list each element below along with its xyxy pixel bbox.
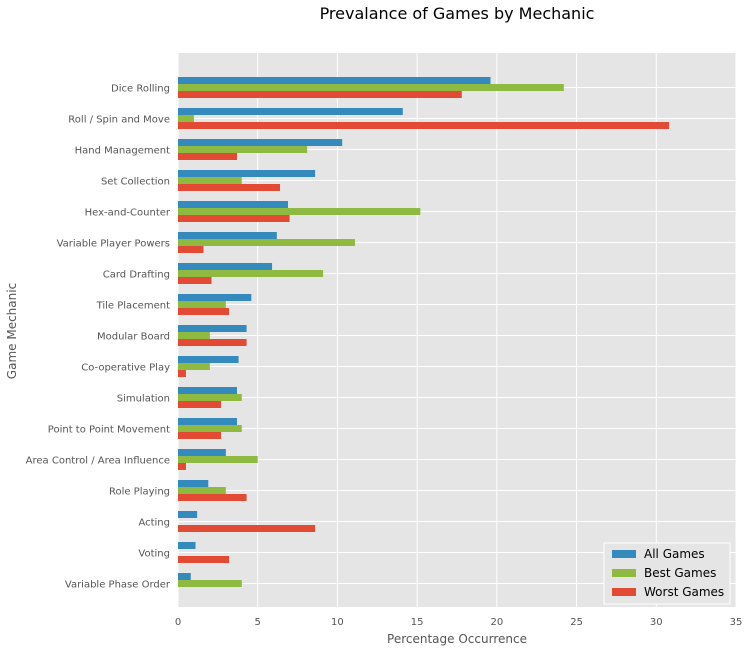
x-tick-label: 20 <box>490 617 503 628</box>
bar-all-games <box>178 201 289 208</box>
bar-best-games <box>178 332 210 339</box>
y-tick-label: Set Collection <box>101 177 170 188</box>
bar-best-games <box>178 301 226 308</box>
y-tick-label: Variable Phase Order <box>65 580 171 591</box>
x-tick-label: 25 <box>570 617 583 628</box>
bar-best-games <box>178 487 226 494</box>
x-tick-label: 0 <box>175 617 181 628</box>
bar-best-games <box>178 270 324 277</box>
y-tick-label: Role Playing <box>109 487 170 498</box>
legend-label: All Games <box>644 547 705 561</box>
bar-all-games <box>178 294 252 301</box>
bar-all-games <box>178 573 191 580</box>
bar-best-games <box>178 177 242 184</box>
bars <box>178 77 670 587</box>
bar-all-games <box>178 418 237 425</box>
legend-swatch <box>612 550 636 558</box>
bar-worst-games <box>178 401 222 408</box>
bar-worst-games <box>178 122 670 129</box>
bar-best-games <box>178 208 421 215</box>
y-tick-label: Hand Management <box>75 146 170 157</box>
x-tick-label: 5 <box>255 617 261 628</box>
legend-label: Best Games <box>644 566 716 580</box>
x-tick-label: 10 <box>331 617 344 628</box>
x-tick-label: 30 <box>650 617 663 628</box>
y-tick-label: Simulation <box>117 394 170 405</box>
bar-worst-games <box>178 91 462 98</box>
bar-worst-games <box>178 432 222 439</box>
x-tick-labels: 0 5 10 15 20 25 30 35 <box>175 617 743 628</box>
y-tick-label: Tile Placement <box>96 301 171 312</box>
y-tick-label: Voting <box>138 549 170 560</box>
y-tick-label: Point to Point Movement <box>48 425 170 436</box>
bar-all-games <box>178 356 239 363</box>
bar-all-games <box>178 263 273 270</box>
y-axis-title: Game Mechanic <box>5 283 19 379</box>
bar-best-games <box>178 456 258 463</box>
bar-all-games <box>178 108 403 115</box>
bar-best-games <box>178 363 210 370</box>
bar-worst-games <box>178 525 316 532</box>
y-tick-labels: Dice Rolling Roll / Spin and Move Hand Man… <box>26 84 171 591</box>
bar-best-games <box>178 115 194 122</box>
bar-all-games <box>178 542 196 549</box>
bar-worst-games <box>178 246 204 253</box>
bar-all-games <box>178 232 277 239</box>
y-tick-label: Roll / Spin and Move <box>68 115 170 126</box>
bar-worst-games <box>178 184 281 191</box>
bar-worst-games <box>178 494 247 501</box>
legend: All Games Best Games Worst Games <box>603 542 731 605</box>
bar-worst-games <box>178 215 290 222</box>
bar-all-games <box>178 480 209 487</box>
bar-all-games <box>178 139 343 146</box>
legend-swatch <box>612 588 636 596</box>
plot-area <box>178 53 736 607</box>
bar-worst-games <box>178 556 230 563</box>
bar-all-games <box>178 511 198 518</box>
bar-worst-games <box>178 370 186 377</box>
x-tick-label: 15 <box>411 617 424 628</box>
chart-title: Prevalance of Games by Mechanic <box>320 4 595 23</box>
y-tick-label: Hex-and-Counter <box>85 208 171 219</box>
y-tick-label: Area Control / Area Influence <box>26 456 170 467</box>
bar-all-games <box>178 77 491 84</box>
y-tick-label: Co-operative Play <box>81 363 170 374</box>
bar-best-games <box>178 394 242 401</box>
legend-swatch <box>612 569 636 577</box>
y-tick-label: Dice Rolling <box>111 84 170 95</box>
bar-all-games <box>178 449 226 456</box>
x-tick-label: 35 <box>730 617 743 628</box>
bar-worst-games <box>178 277 212 284</box>
bar-best-games <box>178 425 242 432</box>
bar-all-games <box>178 170 316 177</box>
bar-worst-games <box>178 308 230 315</box>
legend-label: Worst Games <box>644 585 724 599</box>
y-tick-label: Card Drafting <box>103 270 170 281</box>
y-tick-label: Acting <box>138 518 170 529</box>
bar-best-games <box>178 146 308 153</box>
bar-best-games <box>178 239 355 246</box>
bar-worst-games <box>178 463 186 470</box>
x-axis-title: Percentage Occurrence <box>387 632 527 646</box>
bar-all-games <box>178 387 237 394</box>
bar-worst-games <box>178 153 237 160</box>
bar-worst-games <box>178 339 247 346</box>
bar-all-games <box>178 325 247 332</box>
grid <box>177 53 737 607</box>
bar-best-games <box>178 84 564 91</box>
y-tick-label: Variable Player Powers <box>57 239 170 250</box>
bar-best-games <box>178 580 242 587</box>
y-tick-label: Modular Board <box>97 332 170 343</box>
